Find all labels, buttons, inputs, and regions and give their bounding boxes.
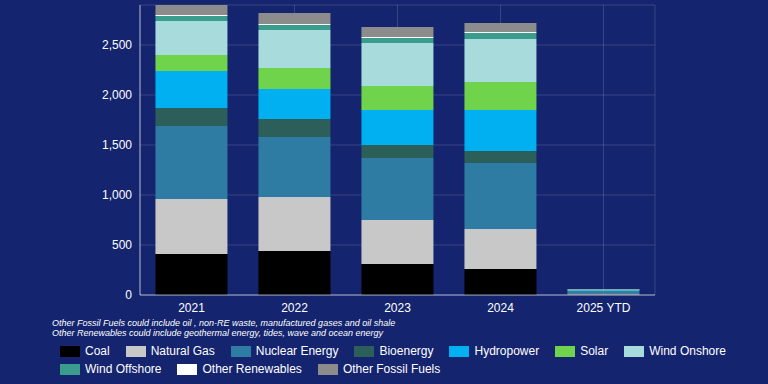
svg-text:2023: 2023 (384, 301, 411, 315)
svg-text:2,500: 2,500 (102, 38, 132, 52)
svg-text:1,000: 1,000 (102, 188, 132, 202)
html-text:Other Renewables could include: Other Renewables could include geotherma… (52, 328, 383, 338)
svg-text:1,500: 1,500 (102, 138, 132, 152)
svg-text:500: 500 (112, 238, 132, 252)
html-text:Other Renewables: Other Renewables (202, 362, 302, 376)
html-text:Bioenergy: Bioenergy (379, 344, 434, 358)
svg-text:0: 0 (125, 288, 132, 302)
svg-text:2,000: 2,000 (102, 88, 132, 102)
svg-text:2021: 2021 (178, 301, 205, 315)
html-text:Hydropower: Hydropower (474, 344, 540, 358)
html-text:Solar: Solar (580, 344, 609, 358)
svg-text:2025 YTD: 2025 YTD (577, 301, 631, 315)
html-text:Wind Offshore: Wind Offshore (85, 362, 162, 376)
html-text:Nuclear Energy: Nuclear Energy (255, 344, 339, 358)
svg-text:2024: 2024 (487, 301, 514, 315)
html-text:Coal: Coal (85, 344, 110, 358)
svg-text:2022: 2022 (281, 301, 308, 315)
html-text:Other Fossil Fuels could inclu: Other Fossil Fuels could include oil , n… (52, 318, 396, 328)
html-text:Other Fossil Fuels: Other Fossil Fuels (342, 362, 441, 376)
html-text:Wind Onshore: Wind Onshore (649, 344, 726, 358)
html-text:Natural Gas: Natural Gas (150, 344, 215, 358)
